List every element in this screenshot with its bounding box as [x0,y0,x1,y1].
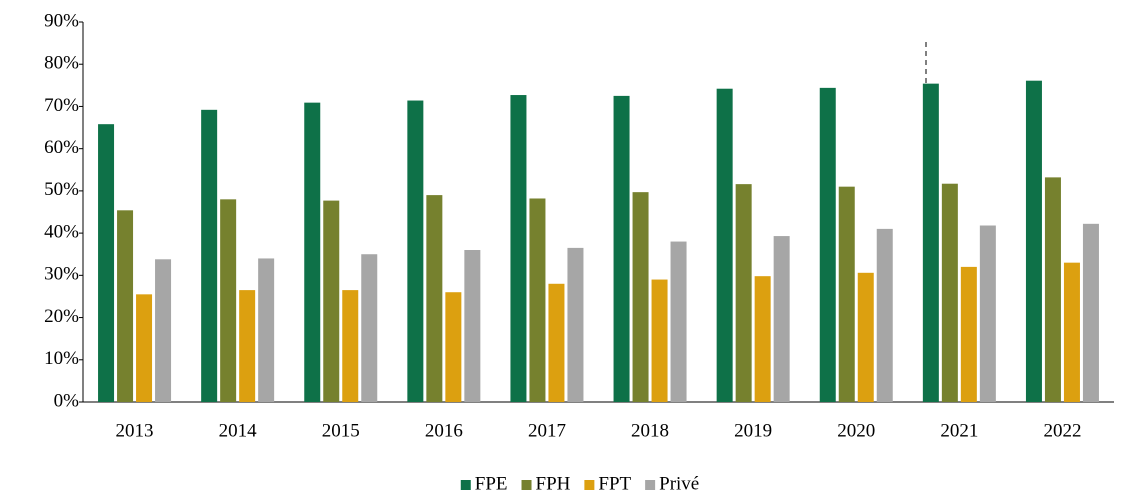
legend-label: FPE [475,473,508,494]
bar [117,210,134,402]
bar [838,186,855,402]
bar [258,258,275,402]
bar [529,198,546,402]
bar [136,294,153,402]
bar [548,283,565,402]
bar [857,272,874,402]
legend-label: Privé [659,473,699,494]
bar [754,276,771,402]
bar [819,87,836,402]
bar [941,183,958,402]
bar [201,109,218,403]
bar [323,200,340,402]
bar [98,124,115,402]
bar [1082,223,1099,402]
legend-swatch [521,480,532,490]
bar [407,100,424,403]
bar [1044,177,1061,402]
x-tick-label: 2020 [837,420,875,441]
bar [239,290,256,402]
bar [670,241,687,402]
bar [876,228,893,402]
bar [773,236,790,402]
bar [155,259,172,402]
x-tick-label: 2013 [116,420,154,441]
x-tick-label: 2021 [940,420,978,441]
bar [922,83,939,403]
bar [1063,262,1080,402]
y-tick-label: 90% [44,10,79,31]
bar [735,184,752,402]
bar [960,266,977,402]
legend-swatch [460,480,471,490]
x-tick-label: 2014 [219,420,258,441]
bar [1025,80,1042,402]
bar [342,290,359,402]
bar [567,247,584,402]
bar [716,88,733,402]
bar [464,250,481,402]
bar [445,292,462,402]
y-tick-label: 0% [54,390,80,411]
x-tick-label: 2017 [528,420,566,441]
y-tick-label: 30% [44,264,79,285]
legend-label: FPH [536,473,571,494]
bar [613,95,630,402]
y-tick-label: 60% [44,137,79,158]
bar [426,195,443,402]
bar [220,199,237,402]
legend-label: FPT [598,473,631,494]
y-tick-label: 70% [44,95,79,116]
x-tick-label: 2015 [322,420,360,441]
y-tick-label: 20% [44,306,79,327]
legend-swatch [645,480,656,490]
y-tick-label: 50% [44,179,79,200]
bar [304,102,321,403]
bar [632,192,649,402]
y-tick-label: 10% [44,348,79,369]
bar [361,254,378,402]
y-tick-label: 80% [44,53,79,74]
bar [510,95,527,403]
y-tick-label: 40% [44,221,79,242]
x-tick-label: 2016 [425,420,463,441]
legend-swatch [584,480,595,490]
bar [979,225,996,402]
bar [651,279,668,402]
x-tick-label: 2019 [734,420,772,441]
x-tick-label: 2018 [631,420,669,441]
x-tick-label: 2022 [1043,420,1081,441]
